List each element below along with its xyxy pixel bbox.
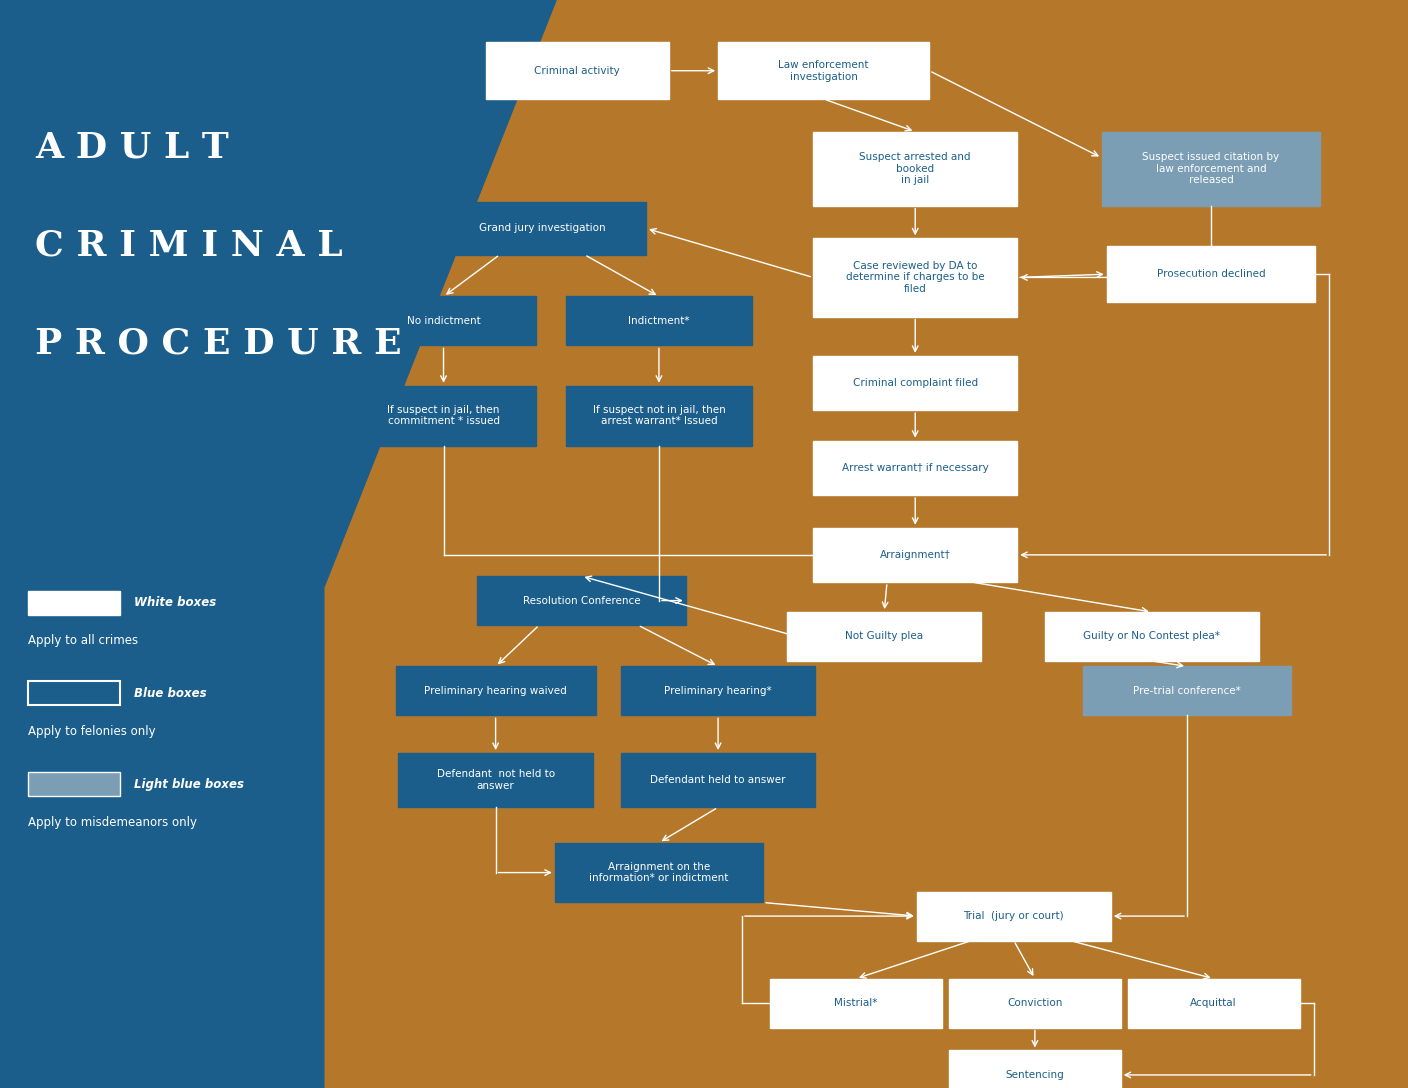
Text: Defendant  not held to
answer: Defendant not held to answer: [436, 769, 555, 791]
FancyBboxPatch shape: [1128, 979, 1300, 1027]
FancyBboxPatch shape: [917, 892, 1111, 940]
FancyBboxPatch shape: [770, 979, 942, 1027]
Text: Defendant held to answer: Defendant held to answer: [650, 775, 786, 786]
FancyBboxPatch shape: [621, 666, 815, 716]
Text: If suspect in jail, then
commitment * issued: If suspect in jail, then commitment * is…: [387, 405, 500, 426]
Text: Light blue boxes: Light blue boxes: [134, 778, 244, 791]
FancyBboxPatch shape: [555, 842, 763, 903]
FancyBboxPatch shape: [398, 753, 593, 807]
Text: Apply to felonies only: Apply to felonies only: [28, 725, 156, 738]
Text: Arraignment†: Arraignment†: [880, 549, 950, 560]
FancyBboxPatch shape: [718, 42, 929, 99]
Bar: [324, 0, 1408, 1088]
FancyBboxPatch shape: [566, 385, 752, 446]
Text: Arraignment on the
information* or indictment: Arraignment on the information* or indic…: [590, 862, 728, 883]
Text: Preliminary hearing waived: Preliminary hearing waived: [424, 685, 567, 696]
FancyBboxPatch shape: [566, 297, 752, 346]
Text: Sentencing: Sentencing: [1005, 1070, 1064, 1080]
Bar: [28, 591, 120, 615]
FancyBboxPatch shape: [787, 611, 981, 662]
Text: Suspect issued citation by
law enforcement and
released: Suspect issued citation by law enforceme…: [1142, 152, 1280, 185]
Text: A D U L T: A D U L T: [35, 131, 230, 164]
Polygon shape: [0, 0, 556, 1088]
Bar: [28, 681, 120, 705]
Bar: [28, 772, 120, 796]
Text: Blue boxes: Blue boxes: [134, 687, 207, 700]
Text: Law enforcement
investigation: Law enforcement investigation: [779, 60, 869, 82]
FancyBboxPatch shape: [1107, 246, 1315, 302]
Text: Resolution Conference: Resolution Conference: [522, 595, 641, 606]
Text: P R O C E D U R E: P R O C E D U R E: [35, 326, 401, 360]
FancyBboxPatch shape: [1083, 666, 1291, 716]
Text: Indictment*: Indictment*: [628, 316, 690, 326]
Text: Suspect arrested and
booked
in jail: Suspect arrested and booked in jail: [859, 152, 972, 185]
Text: C R I M I N A L: C R I M I N A L: [35, 228, 342, 262]
FancyBboxPatch shape: [396, 666, 596, 716]
FancyBboxPatch shape: [438, 202, 646, 255]
Text: Arrest warrant† if necessary: Arrest warrant† if necessary: [842, 462, 988, 473]
Text: Acquittal: Acquittal: [1190, 998, 1238, 1009]
Text: Not Guilty plea: Not Guilty plea: [845, 631, 924, 642]
FancyBboxPatch shape: [814, 132, 1017, 206]
Text: White boxes: White boxes: [134, 596, 215, 609]
Text: Mistrial*: Mistrial*: [835, 998, 877, 1009]
FancyBboxPatch shape: [1101, 132, 1321, 206]
Text: Guilty or No Contest plea*: Guilty or No Contest plea*: [1083, 631, 1221, 642]
Text: Case reviewed by DA to
determine if charges to be
filed: Case reviewed by DA to determine if char…: [846, 261, 984, 294]
FancyBboxPatch shape: [814, 238, 1017, 317]
Text: No indictment: No indictment: [407, 316, 480, 326]
Text: Preliminary hearing*: Preliminary hearing*: [665, 685, 772, 696]
Text: Apply to all crimes: Apply to all crimes: [28, 634, 138, 647]
FancyBboxPatch shape: [621, 753, 815, 807]
FancyBboxPatch shape: [949, 979, 1121, 1027]
FancyBboxPatch shape: [351, 385, 536, 446]
Text: Conviction: Conviction: [1007, 998, 1063, 1009]
FancyBboxPatch shape: [814, 441, 1017, 495]
FancyBboxPatch shape: [814, 528, 1017, 582]
Text: Criminal activity: Criminal activity: [535, 65, 620, 76]
FancyBboxPatch shape: [486, 42, 669, 99]
Text: Prosecution declined: Prosecution declined: [1156, 269, 1266, 280]
FancyBboxPatch shape: [477, 577, 686, 625]
FancyBboxPatch shape: [814, 356, 1017, 410]
Text: Grand jury investigation: Grand jury investigation: [479, 223, 605, 234]
Text: Criminal complaint filed: Criminal complaint filed: [853, 378, 977, 388]
Text: Pre-trial conference*: Pre-trial conference*: [1133, 685, 1240, 696]
Text: Trial  (jury or court): Trial (jury or court): [963, 911, 1064, 922]
FancyBboxPatch shape: [1045, 611, 1259, 662]
FancyBboxPatch shape: [949, 1051, 1121, 1088]
Text: Apply to misdemeanors only: Apply to misdemeanors only: [28, 816, 197, 829]
FancyBboxPatch shape: [351, 297, 536, 346]
Text: If suspect not in jail, then
arrest warrant* Issued: If suspect not in jail, then arrest warr…: [593, 405, 725, 426]
